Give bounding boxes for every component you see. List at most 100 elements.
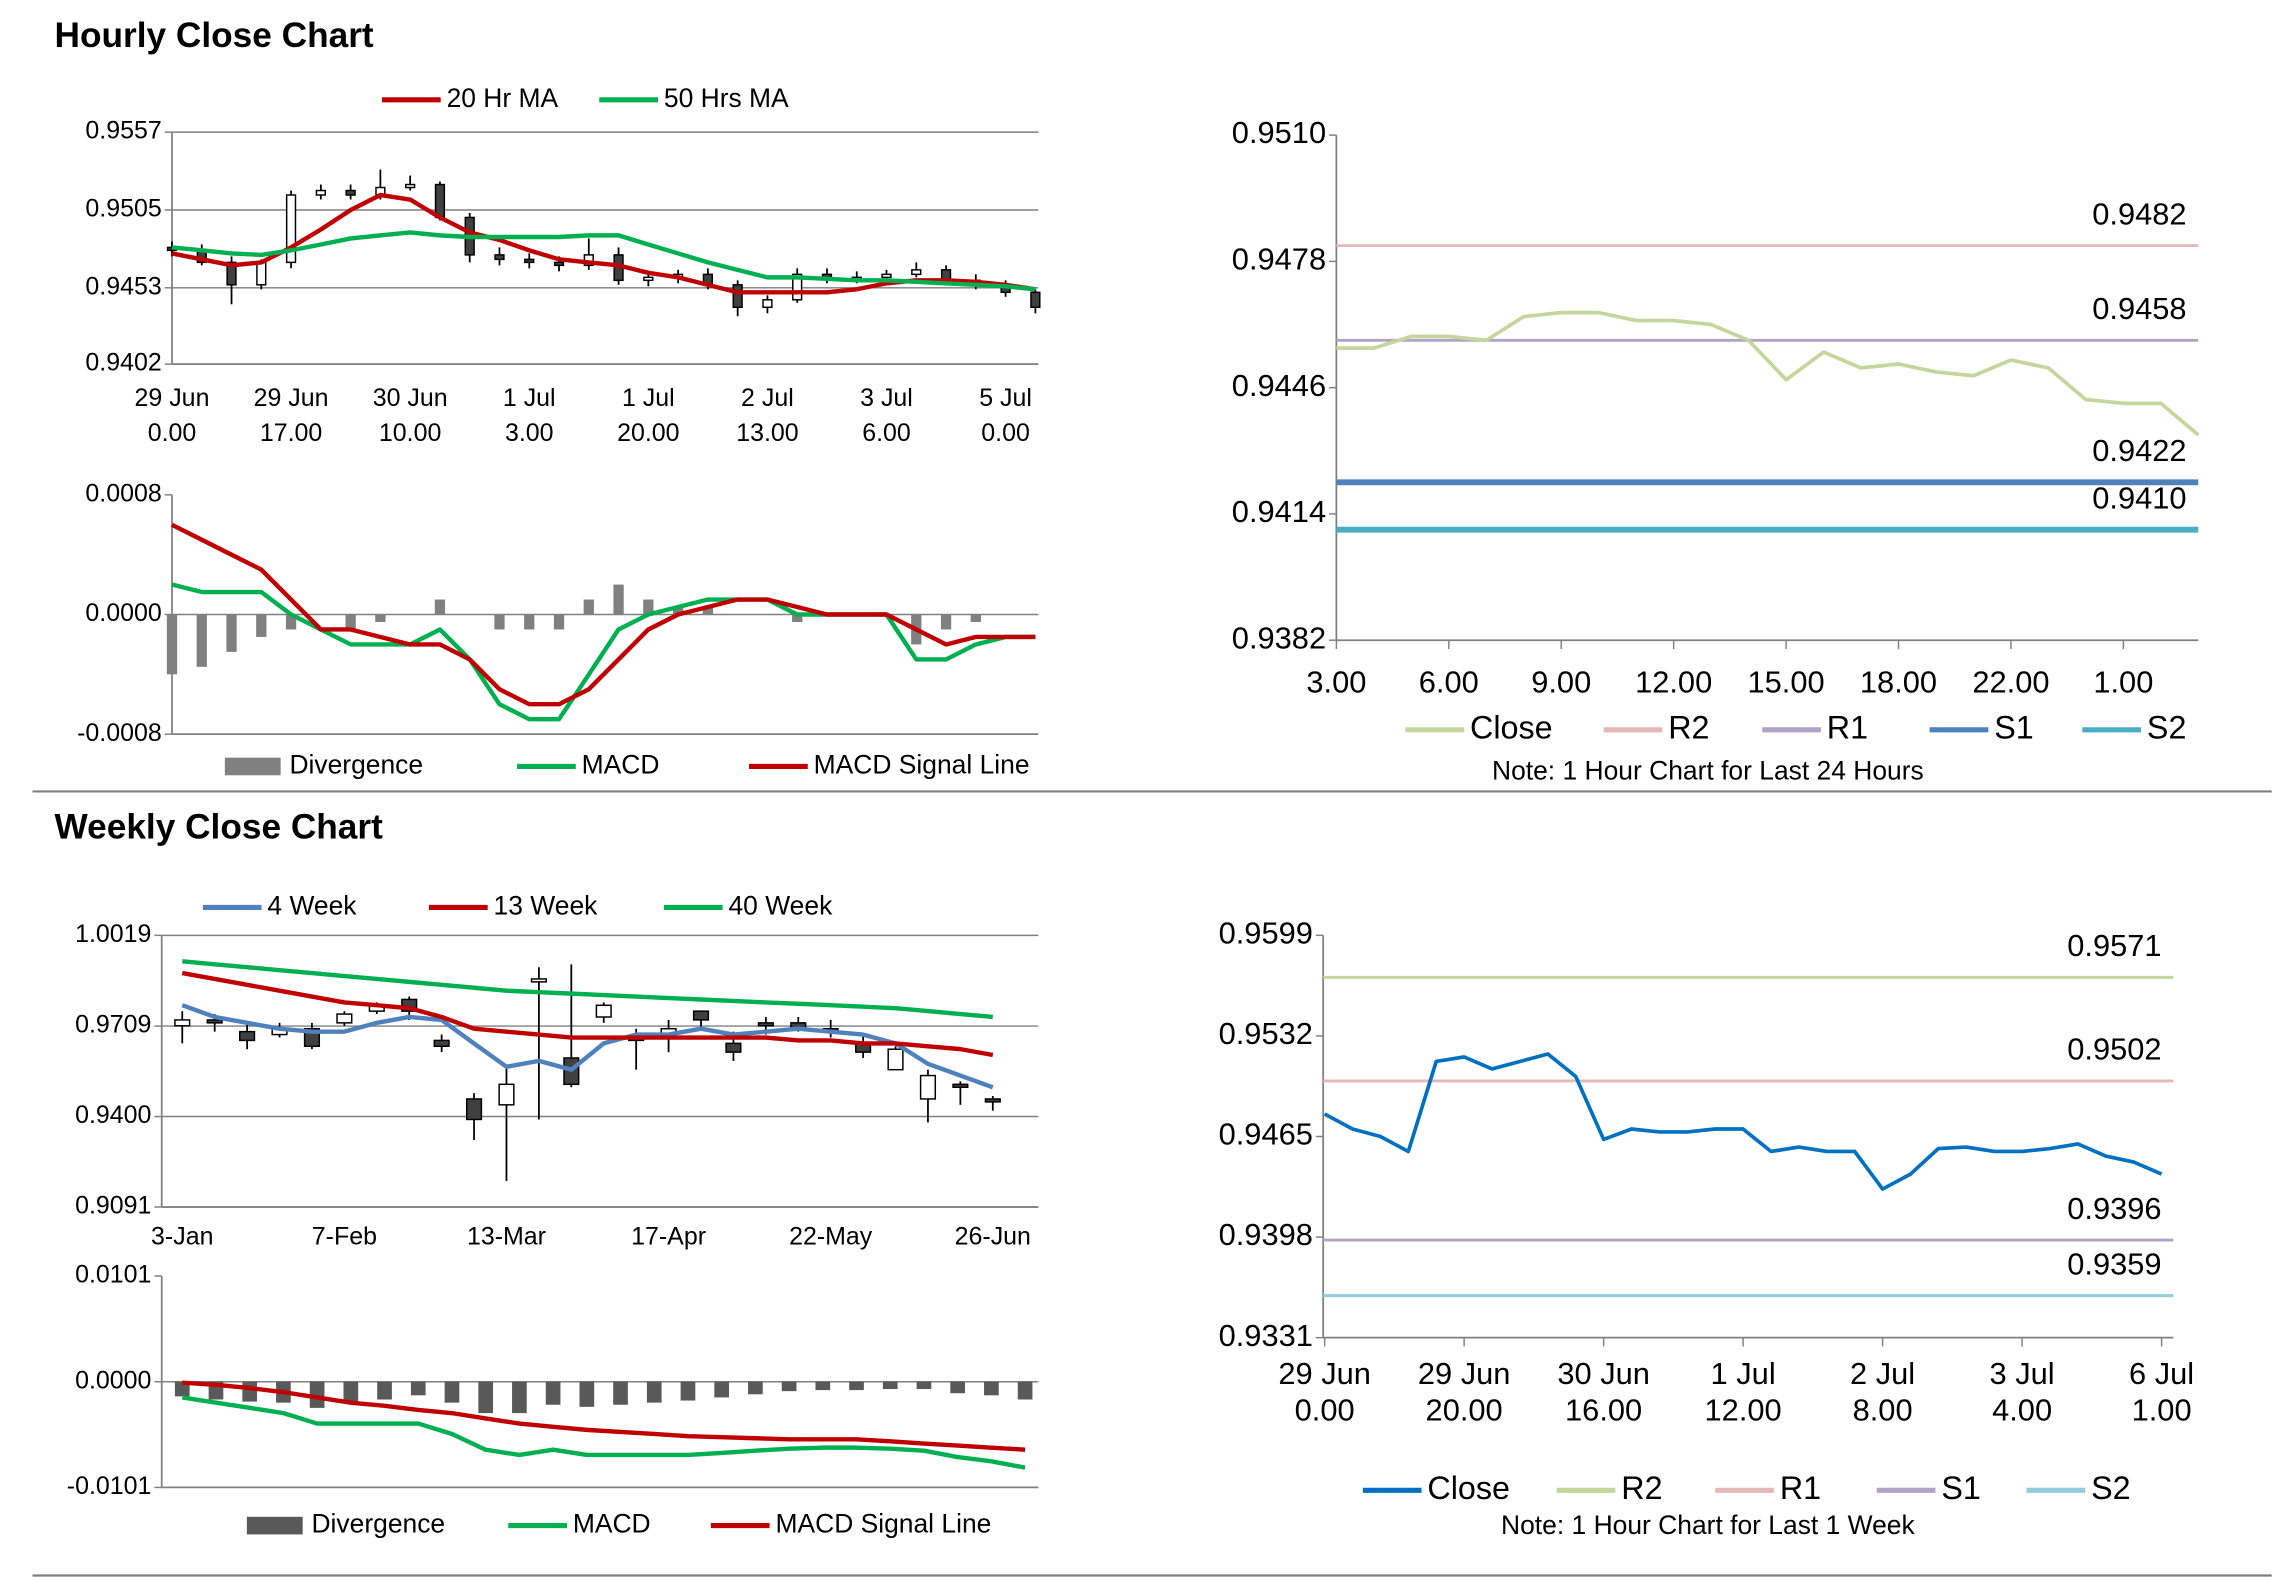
x-tick-label: 10.00 — [379, 419, 441, 447]
x-tick-label: 9.00 — [1531, 664, 1591, 699]
divergence-bar — [984, 1381, 999, 1396]
series-line — [1336, 310, 2200, 437]
y-tick-label: 0.0101 — [75, 1261, 151, 1289]
x-tick-label: 22.00 — [1972, 664, 2049, 699]
y-tick-label: 0.9446 — [1232, 368, 1326, 403]
candle-body — [792, 273, 803, 301]
divergence-bar — [714, 1381, 730, 1398]
x-tick-label: 1 Jul — [503, 384, 556, 412]
x-tick-label: 0.00 — [1295, 1393, 1355, 1428]
section-title: Hourly Close Chart — [55, 16, 374, 55]
candle-body — [919, 1074, 937, 1100]
y-tick-label: 0.9382 — [1232, 620, 1326, 655]
divergence-bar — [345, 614, 356, 630]
divergence-bar — [242, 1381, 258, 1402]
legend-label: 13 Week — [494, 890, 599, 920]
divergence-bar — [672, 607, 684, 615]
level-label: 0.9410 — [2092, 480, 2186, 515]
note: Note: 1 Hour Chart for Last 1 Week — [1501, 1510, 1915, 1540]
legend-label: 20 Hr MA — [447, 83, 559, 113]
candle-body — [336, 1013, 353, 1024]
legend-label: 4 Week — [267, 890, 357, 920]
candle-body — [984, 1098, 1001, 1103]
level-label: 0.9359 — [2067, 1246, 2161, 1281]
candle-body — [226, 261, 237, 286]
y-tick-label: 0.9510 — [1232, 115, 1326, 150]
legend-label: Divergence — [311, 1509, 445, 1539]
series-line — [171, 230, 1036, 292]
x-tick-label: 22-May — [789, 1222, 873, 1250]
legend-label: 40 Week — [728, 890, 833, 920]
candle-body — [643, 276, 654, 282]
y-tick-label: 0.9465 — [1219, 1117, 1313, 1152]
divergence-bar — [882, 1381, 898, 1390]
divergence-bar — [646, 1381, 662, 1403]
candle-body — [952, 1083, 969, 1088]
divergence-bar — [512, 1381, 527, 1414]
candle-body — [725, 1042, 742, 1053]
x-tick-label: 0.00 — [148, 419, 197, 447]
legend-label: MACD — [573, 1509, 651, 1539]
candle-body — [498, 1083, 515, 1106]
legend-label: R2 — [1621, 1470, 1662, 1506]
divergence-bar — [478, 1381, 494, 1414]
candle-body — [206, 1019, 223, 1024]
legend-swatch — [246, 1516, 303, 1535]
section-title: Weekly Close Chart — [55, 807, 384, 846]
candle-body — [345, 189, 356, 196]
x-tick-label: 29 Jun — [1278, 1356, 1371, 1391]
divergence-bar — [256, 614, 267, 637]
legend-label: S1 — [1994, 709, 2034, 745]
x-tick-label: 29 Jun — [135, 384, 210, 412]
x-tick-label: 1 Jul — [1711, 1356, 1776, 1391]
divergence-bar — [285, 614, 297, 630]
x-tick-label: 1.00 — [2093, 664, 2153, 699]
divergence-bar — [375, 614, 386, 622]
candle-body — [239, 1030, 256, 1042]
series-line — [171, 192, 1036, 295]
level-label: 0.9502 — [2067, 1032, 2161, 1067]
divergence-bar — [680, 1381, 696, 1401]
y-tick-label: 0.9091 — [75, 1192, 151, 1220]
series-line — [181, 1395, 1026, 1470]
x-tick-label: 17-Apr — [631, 1222, 706, 1250]
series-line — [181, 1003, 994, 1090]
candle-body — [405, 183, 416, 189]
x-tick-label: 3.00 — [1306, 664, 1366, 699]
x-tick-label: 0.00 — [981, 419, 1030, 447]
divergence-bar — [702, 607, 714, 615]
legend-label: S2 — [2147, 709, 2187, 745]
x-tick-label: 30 Jun — [1557, 1356, 1650, 1391]
candle-body — [174, 1019, 191, 1027]
y-tick-label: 0.9532 — [1219, 1016, 1313, 1051]
candle-body — [315, 189, 326, 196]
divergence-bar — [174, 1381, 190, 1397]
x-tick-label: 12.00 — [1635, 664, 1712, 699]
legend-swatch — [224, 757, 281, 776]
x-tick-label: 6.00 — [1419, 664, 1479, 699]
y-tick-label: 0.0000 — [75, 1366, 151, 1394]
divergence-bar — [916, 1381, 932, 1390]
candle-body — [911, 269, 922, 276]
divergence-bar — [748, 1381, 763, 1395]
divergence-bar — [792, 614, 803, 622]
divergence-bar — [524, 614, 535, 630]
divergence-bar — [444, 1381, 460, 1403]
x-tick-label: 26-Jun — [955, 1222, 1031, 1250]
candle-body — [692, 1010, 710, 1021]
series-line — [1323, 1052, 2163, 1191]
series-line — [171, 582, 1036, 722]
y-tick-label: -0.0101 — [67, 1472, 152, 1500]
x-tick-label: 4.00 — [1992, 1393, 2052, 1428]
y-tick-label: 0.9478 — [1232, 242, 1326, 277]
legend-label: MACD Signal Line — [814, 749, 1030, 779]
series-line — [182, 1380, 1026, 1452]
x-tick-label: 29 Jun — [254, 384, 329, 412]
divergence-bar — [226, 614, 237, 652]
candle-body — [762, 299, 773, 309]
series-line — [170, 522, 1036, 707]
candle-body — [530, 978, 547, 983]
level-label: 0.9396 — [2067, 1191, 2161, 1226]
y-tick-label: 0.0000 — [85, 599, 161, 627]
